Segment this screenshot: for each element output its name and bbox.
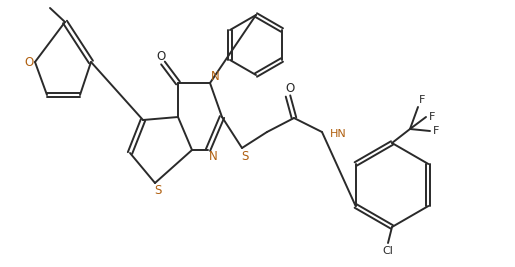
Text: O: O [157,49,166,62]
Text: F: F [429,112,435,122]
Text: F: F [433,126,439,136]
Text: N: N [209,150,217,163]
Text: O: O [285,83,295,96]
Text: HN: HN [330,129,347,139]
Text: N: N [211,70,219,84]
Text: S: S [154,184,162,198]
Text: Cl: Cl [383,246,393,256]
Text: O: O [24,56,33,69]
Text: S: S [242,150,249,163]
Text: F: F [419,95,425,105]
